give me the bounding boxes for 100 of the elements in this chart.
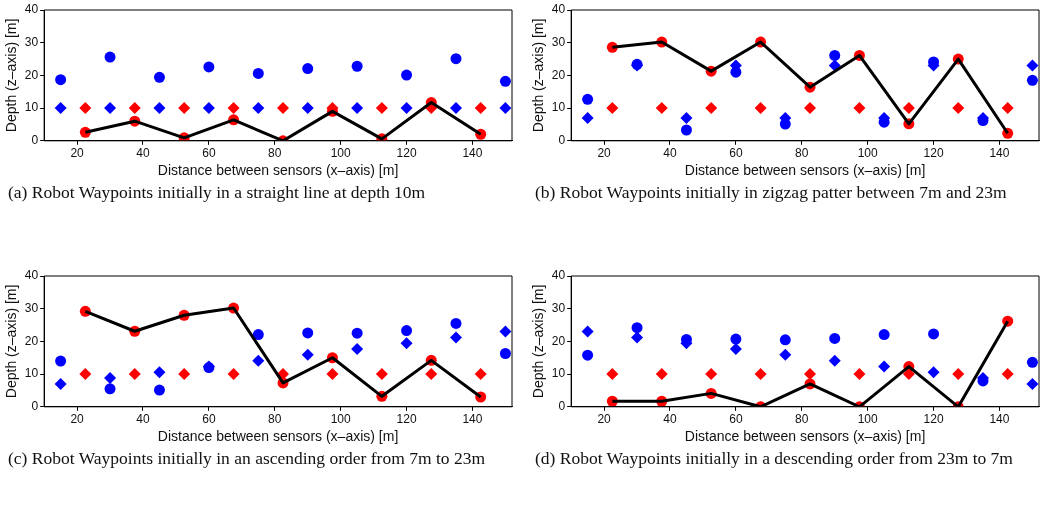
- point: [779, 334, 791, 346]
- point: [705, 368, 718, 381]
- point: [754, 102, 767, 115]
- point: [55, 74, 67, 86]
- x-tick-label: 80: [268, 412, 282, 427]
- point: [153, 102, 166, 115]
- x-tick-label: 60: [729, 146, 743, 161]
- y-tick-label: 30: [551, 35, 566, 50]
- point: [499, 348, 511, 359]
- point: [581, 325, 594, 338]
- x-axis-title: Distance between sensors (x–axis) [m]: [684, 428, 926, 445]
- y-tick-label: 0: [558, 133, 566, 148]
- x-tick-label: 120: [923, 412, 944, 427]
- point: [79, 368, 92, 381]
- point: [277, 102, 290, 115]
- point: [449, 102, 462, 115]
- point: [450, 53, 462, 65]
- point: [202, 102, 215, 115]
- point: [401, 69, 413, 81]
- y-tick-label: 20: [24, 333, 39, 348]
- x-tick-label: 80: [795, 146, 809, 161]
- point: [474, 368, 487, 381]
- point: [326, 368, 339, 381]
- x-tick-label: 140: [989, 412, 1010, 427]
- x-axis-title: Distance between sensors (x–axis) [m]: [684, 162, 926, 179]
- point: [54, 377, 67, 390]
- y-tick-label: 0: [31, 399, 39, 414]
- point: [302, 63, 314, 75]
- point: [631, 322, 643, 334]
- point: [55, 355, 67, 367]
- point: [581, 111, 594, 124]
- y-axis-title: Depth (z–axis) [m]: [3, 18, 20, 133]
- text: (a) Robot Waypoints initially in a straight line at depth 10m: [8, 181, 427, 204]
- y-axis-title: Depth (z–axis) [m]: [530, 284, 547, 399]
- point: [128, 102, 141, 115]
- x-axis-title: Distance between sensors (x–axis) [m]: [157, 428, 399, 445]
- point: [878, 360, 891, 373]
- point: [375, 368, 388, 381]
- point: [425, 368, 438, 381]
- point: [1026, 356, 1038, 368]
- point: [1026, 74, 1038, 86]
- point: [79, 102, 92, 115]
- text: (d) Robot Waypoints initially in a descending order from 23m to 7m: [535, 447, 1014, 470]
- point: [128, 368, 141, 381]
- y-axis-title: Depth (z–axis) [m]: [3, 284, 20, 399]
- point: [499, 75, 511, 87]
- x-tick-label: 100: [857, 146, 879, 161]
- point: [178, 102, 191, 115]
- point: [351, 60, 363, 72]
- point: [104, 102, 117, 115]
- point: [104, 51, 116, 63]
- x-tick-label: 20: [70, 146, 85, 161]
- point: [252, 102, 265, 115]
- x-tick-label: 40: [136, 412, 150, 427]
- x-tick-label: 140: [989, 146, 1010, 161]
- point: [104, 383, 116, 395]
- x-tick-label: 120: [396, 412, 417, 427]
- y-tick-label: 10: [24, 100, 39, 115]
- x-tick-label: 100: [330, 412, 352, 427]
- x-tick-label: 40: [663, 412, 677, 427]
- x-tick-label: 140: [462, 412, 483, 427]
- point: [227, 368, 240, 381]
- y-tick-label: 10: [551, 100, 566, 115]
- point: [680, 111, 693, 124]
- y-tick-label: 10: [551, 366, 566, 381]
- point: [153, 384, 165, 396]
- point: [401, 325, 413, 337]
- point: [606, 102, 619, 115]
- x-tick-label: 120: [923, 146, 944, 161]
- text: (b) Robot Waypoints initially in zigzag patter between 7m and 23m: [535, 181, 1008, 204]
- point: [655, 368, 668, 381]
- x-tick-label: 40: [136, 146, 150, 161]
- point: [902, 102, 915, 115]
- point: [400, 102, 413, 115]
- x-tick-label: 20: [70, 412, 85, 427]
- x-axis-title: Distance between sensors (x–axis) [m]: [157, 162, 399, 179]
- x-tick-label: 120: [396, 146, 417, 161]
- point: [375, 102, 388, 115]
- y-tick-label: 0: [31, 133, 39, 148]
- point: [474, 102, 487, 115]
- point: [804, 102, 817, 115]
- point: [928, 328, 940, 340]
- point: [499, 102, 512, 115]
- y-tick-label: 40: [24, 2, 39, 17]
- point: [450, 317, 462, 329]
- point: [828, 354, 841, 367]
- x-tick-label: 60: [202, 146, 216, 161]
- point: [104, 372, 117, 385]
- x-tick-label: 140: [462, 146, 483, 161]
- point: [829, 332, 841, 344]
- point: [400, 337, 413, 350]
- point: [829, 49, 841, 61]
- point: [351, 327, 363, 339]
- x-tick-label: 80: [795, 412, 809, 427]
- point: [730, 333, 742, 345]
- point: [302, 327, 314, 339]
- point: [680, 124, 692, 136]
- point: [779, 348, 792, 361]
- point: [227, 102, 240, 115]
- x-tick-label: 100: [330, 146, 352, 161]
